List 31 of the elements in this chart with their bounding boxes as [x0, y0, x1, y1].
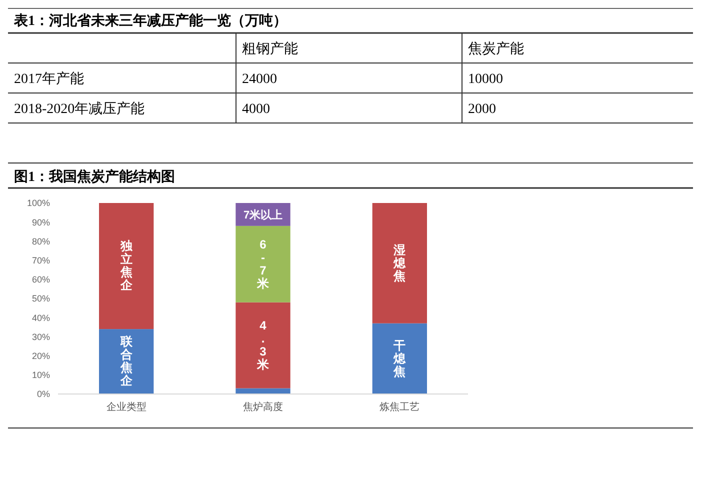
text: 2000: [468, 102, 496, 117]
chart-title: 图1：我国焦炭产能结构图: [14, 168, 175, 185]
text: 2018-2020年减压产能: [14, 101, 145, 117]
series-label: 干熄焦: [392, 338, 407, 378]
y-tick-label: 50%: [32, 294, 50, 304]
y-tick-label: 30%: [32, 332, 50, 342]
text: 2017年产能: [14, 71, 84, 87]
y-tick-label: 0%: [36, 389, 50, 400]
text: 粗钢产能: [242, 41, 298, 57]
text: 表1：河北省未来三年减压产能一览（万吨）: [13, 12, 287, 29]
series-label: 联合焦企: [119, 334, 134, 388]
series-label: 4.3米: [256, 318, 270, 372]
x-tick-label: 炼焦工艺: [380, 401, 420, 413]
text: 24000: [242, 72, 277, 87]
series-label: 6-7米: [256, 237, 270, 290]
x-tick-label: 焦炉高度: [243, 401, 283, 413]
y-tick-label: 60%: [32, 274, 50, 285]
y-tick-label: 20%: [32, 350, 50, 361]
series-label: 独立焦企: [119, 239, 134, 292]
text: 焦炭产能: [468, 41, 524, 57]
y-tick-label: 100%: [26, 198, 50, 208]
series-label: 7米以上: [243, 208, 283, 222]
y-tick-label: 40%: [32, 312, 50, 323]
y-tick-label: 70%: [32, 255, 50, 266]
y-tick-label: 80%: [32, 236, 50, 246]
series-label: 湿熄焦: [392, 242, 407, 283]
x-tick-label: 企业类型: [106, 401, 146, 413]
y-tick-label: 10%: [32, 370, 50, 380]
y-tick-label: 90%: [32, 217, 50, 228]
text: 4000: [242, 102, 270, 117]
text: 10000: [468, 72, 503, 87]
